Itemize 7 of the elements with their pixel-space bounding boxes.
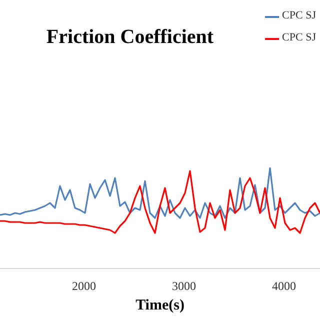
legend-label: CPC SJ: [282, 10, 317, 22]
x-tick-label: 2000: [72, 279, 96, 293]
chart-title: Friction Coefficient: [46, 26, 214, 48]
x-tick-label: 4000: [272, 279, 296, 293]
legend-label: CPC SJ: [282, 32, 317, 44]
x-tick-label: 3000: [172, 279, 196, 293]
x-axis-title: Time(s): [136, 298, 184, 314]
